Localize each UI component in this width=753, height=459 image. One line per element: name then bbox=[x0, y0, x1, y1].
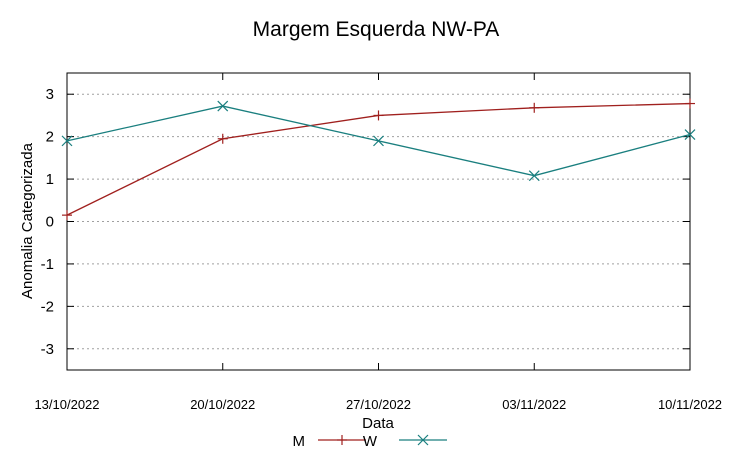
x-axis-label: Data bbox=[362, 415, 394, 432]
data-point-m bbox=[529, 102, 540, 113]
x-tick-label: 13/10/2022 bbox=[34, 397, 99, 412]
y-tick-label: 2 bbox=[46, 129, 54, 146]
y-tick-label: -3 bbox=[41, 341, 54, 358]
y-tick-label: 1 bbox=[46, 171, 54, 188]
series-group bbox=[61, 98, 696, 221]
data-point-m bbox=[373, 110, 384, 121]
data-point-w bbox=[61, 135, 73, 147]
x-tick-label: 20/10/2022 bbox=[190, 397, 255, 412]
data-point-m bbox=[217, 133, 228, 144]
legend-label-w: W bbox=[363, 433, 378, 450]
data-point-w bbox=[373, 135, 384, 147]
x-axis: 13/10/2022 20/10/2022 27/10/2022 03/11/2022… bbox=[34, 73, 722, 412]
y-axis: -3 -2 -1 0 1 2 3 bbox=[41, 86, 690, 358]
chart-title: Margem Esquerda NW-PA bbox=[253, 18, 500, 41]
legend-marker-m bbox=[337, 435, 347, 445]
y-tick-label: -2 bbox=[41, 298, 54, 315]
data-point-m bbox=[62, 210, 72, 221]
x-tick-label: 10/11/2022 bbox=[658, 397, 722, 412]
grid bbox=[67, 93, 690, 350]
data-point-w bbox=[528, 170, 540, 182]
x-tick-label: 03/11/2022 bbox=[502, 397, 566, 412]
data-point-w bbox=[217, 100, 229, 112]
data-point-w bbox=[684, 129, 696, 140]
y-tick-label: 0 bbox=[46, 214, 54, 231]
legend-marker-w bbox=[417, 434, 429, 446]
x-tick-label: 27/10/2022 bbox=[346, 397, 411, 412]
y-tick-label: -1 bbox=[41, 256, 54, 273]
legend-label-m: M bbox=[293, 433, 306, 450]
y-tick-label: 3 bbox=[46, 86, 54, 103]
y-axis-label: Anomalia Categorizada bbox=[19, 142, 36, 299]
data-point-m bbox=[685, 98, 695, 109]
